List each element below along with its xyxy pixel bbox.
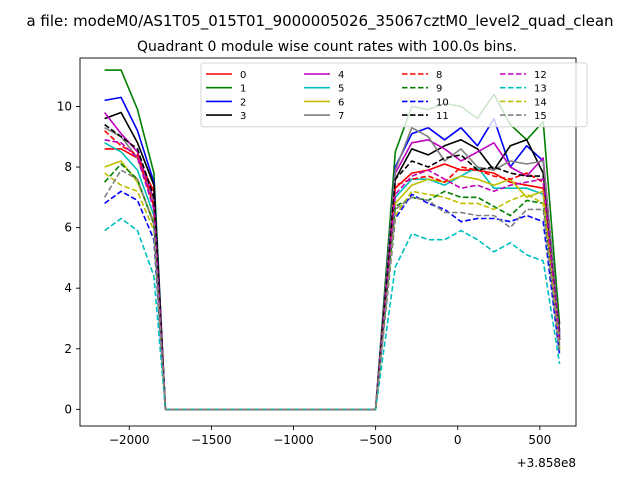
x-tick-label: 500 (528, 433, 551, 447)
series-line-4 (103, 112, 561, 411)
legend-label-8: 8 (436, 70, 442, 81)
series-line-10 (104, 190, 561, 411)
series-line-12 (104, 139, 561, 411)
series-line-13 (104, 217, 561, 411)
legend-label-2: 2 (240, 97, 246, 108)
y-tick-label: 10 (57, 99, 72, 113)
axes-frame (79, 57, 577, 427)
legend-label-13: 13 (534, 84, 547, 95)
y-tick-label: 6 (64, 221, 72, 235)
legend-label-1: 1 (240, 84, 246, 95)
series-line-9 (104, 163, 561, 411)
series-line-7 (104, 126, 561, 411)
series-line-11 (104, 123, 561, 411)
x-tick-label: −500 (359, 433, 392, 447)
legend-label-11: 11 (436, 111, 449, 122)
x-tick-label: 0 (454, 433, 462, 447)
x-tick-label: −1000 (273, 433, 314, 447)
series-line-5 (104, 142, 561, 411)
y-tick-label: 2 (64, 342, 72, 356)
legend-label-3: 3 (240, 111, 246, 122)
series-line-14 (104, 172, 561, 411)
figure-suptitle: a file: modeM0/AS1T05_015T01_9000005026_… (26, 12, 613, 31)
x-tick-label: −1500 (191, 433, 232, 447)
x-tick-label: −2000 (109, 433, 150, 447)
legend-label-5: 5 (338, 84, 344, 95)
legend-label-12: 12 (534, 70, 547, 81)
legend-label-4: 4 (338, 70, 344, 81)
y-tick-label: 0 (64, 402, 72, 416)
y-tick-label: 8 (64, 160, 72, 174)
chart-title: Quadrant 0 module wise count rates with … (137, 39, 517, 55)
legend-label-10: 10 (436, 97, 449, 108)
series-line-6 (104, 160, 561, 411)
legend-label-15: 15 (534, 111, 547, 122)
legend-label-9: 9 (436, 84, 442, 95)
legend-label-7: 7 (338, 111, 344, 122)
legend-label-0: 0 (240, 70, 246, 81)
series-line-0 (104, 148, 561, 411)
series-line-15 (103, 169, 561, 411)
series-line-8 (104, 130, 561, 411)
series-line-2 (104, 96, 561, 411)
legend-label-6: 6 (338, 97, 344, 108)
series-line-3 (104, 111, 561, 411)
x-offset-label: +3.858e8 (517, 456, 576, 470)
y-tick-label: 4 (64, 281, 72, 295)
legend-box (200, 62, 588, 128)
legend-label-14: 14 (534, 97, 547, 108)
